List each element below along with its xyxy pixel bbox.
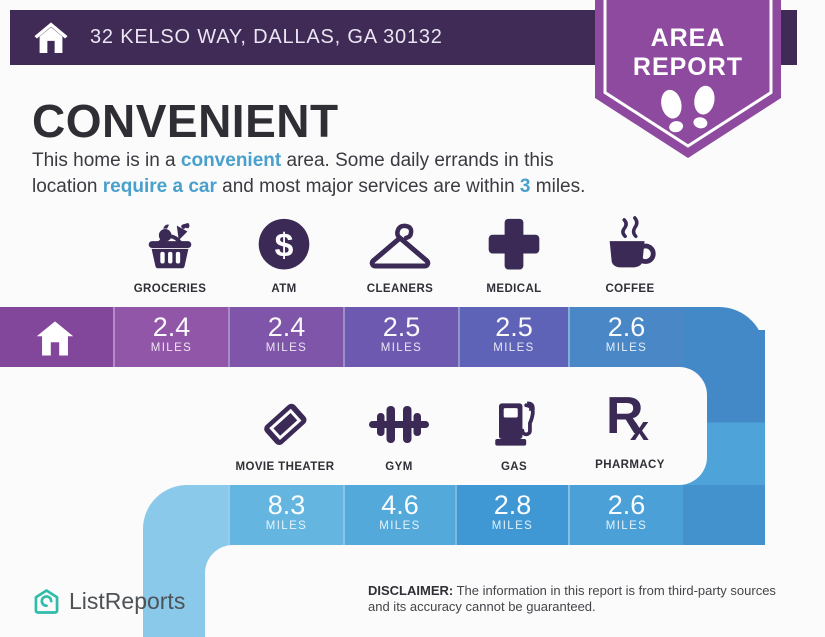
amenity-movie-theater: MOVIE THEATER [225,392,345,473]
bar2-left-segment [143,485,228,545]
amenity-label: MEDICAL [486,283,542,295]
svg-text:$: $ [275,226,294,264]
listreports-wordmark: ListReports [69,588,186,614]
desc-highlight-require-a-car: require a car [102,176,217,197]
amenity-gym: GYM [339,392,459,473]
distance-value: 2.4 [152,312,191,342]
ribbon-fillet [205,545,233,573]
desc-text: miles. [530,176,586,197]
distance-unit: MILES [493,342,535,354]
bar2-cell: 2.6 MILES [568,485,683,545]
footprints-icon [661,85,715,133]
desc-text: and most major services are within [216,176,520,197]
gym-icon [369,406,429,443]
ribbon-left-band [143,540,205,637]
listreports-logo: ListReports [33,588,185,615]
disclaimer: DISCLAIMER: The information in this repo… [368,583,798,615]
desc-text: area. Some daily errands in this [281,150,554,171]
coffee-icon [609,216,656,268]
amenity-label: CLEANERS [366,283,434,295]
badge-ribbon-shape [595,0,781,158]
movie-ticket-icon [264,403,307,445]
distance-unit: MILES [265,342,308,354]
distance-bar-2: 8.3 MILES 4.6 MILES 2.8 MILES 2.6 MILES [143,485,765,545]
area-report-badge: AREA REPORT [595,0,781,162]
bar1-cell: 2.4 MILES [228,307,343,367]
bar1-cell: 2.6 MILES [568,307,683,367]
distance-unit: MILES [379,520,421,532]
amenity-label: GAS [500,461,528,473]
amenity-atm: $ ATM [224,214,344,295]
bar1-cell: 2.5 MILES [343,307,458,367]
amenity-cleaners: CLEANERS [340,214,460,295]
area-description: This home is in a convenient area. Some … [32,148,592,200]
amenity-gas: GAS [454,392,574,473]
bar2-tail-segment [683,485,765,545]
distance-value: 2.5 [382,312,421,342]
distance-value: 4.6 [381,490,419,520]
amenity-label: MOVIE THEATER [235,461,335,473]
cleaners-icon [369,223,431,269]
amenity-pharmacy: R x PHARMACY [570,387,690,471]
amenity-label: GYM [385,461,413,473]
badge-title: AREA REPORT [632,24,744,81]
disclaimer-label: DISCLAIMER: [368,583,454,598]
distance-unit: MILES [380,342,423,354]
disclaimer-text: The information in this report is from t… [368,583,776,614]
groceries-icon [148,223,192,269]
distance-unit: MILES [265,520,308,532]
bar2-cell: 2.8 MILES [455,485,568,545]
amenity-coffee: COFFEE [570,214,690,295]
home-icon [36,321,74,356]
distance-value: 2.5 [495,312,533,342]
atm-icon: $ [258,218,310,270]
amenity-label: ATM [271,283,297,295]
distance-unit: MILES [150,342,193,354]
distance-value: 2.6 [607,312,646,342]
listreports-house-icon [34,589,59,614]
distance-unit: MILES [605,342,648,354]
distance-value: 2.8 [493,490,532,520]
gas-icon [495,401,535,446]
desc-text: This home is in a [32,150,181,171]
amenity-groceries: GROCERIES [110,214,230,295]
desc-highlight-convenient: convenient [180,150,282,171]
bar1-cell: 2.4 MILES [113,307,228,367]
distance-value: 8.3 [267,490,306,520]
page-title: CONVENIENT [32,95,339,147]
distance-bar-1: 2.4 MILES 2.4 MILES 2.5 MILES 2.5 MILES … [0,307,765,367]
ribbon-corner-top-right [683,307,765,367]
distance-unit: MILES [605,520,648,532]
amenity-label: PHARMACY [595,459,665,471]
home-icon [34,21,68,53]
distance-value: 2.4 [267,312,306,342]
bar1-cell: 2.5 MILES [458,307,568,367]
medical-icon [488,218,540,270]
amenity-label: GROCERIES [133,283,207,295]
bar2-cell: 4.6 MILES [343,485,455,545]
bar1-home-segment [0,307,113,367]
distance-unit: MILES [491,520,534,532]
ribbon-fillet [679,457,707,485]
desc-text: location [32,176,103,197]
pharmacy-rx-icon: R x [606,387,649,448]
desc-highlight-miles: 3 [519,176,531,197]
property-address: 32 KELSO WAY, DALLAS, GA 30132 [90,26,443,48]
distance-value: 2.6 [607,490,646,520]
bar2-cell: 8.3 MILES [228,485,343,545]
amenity-label: COFFEE [605,283,655,295]
amenity-medical: MEDICAL [454,214,574,295]
ribbon-fillet [679,367,707,395]
